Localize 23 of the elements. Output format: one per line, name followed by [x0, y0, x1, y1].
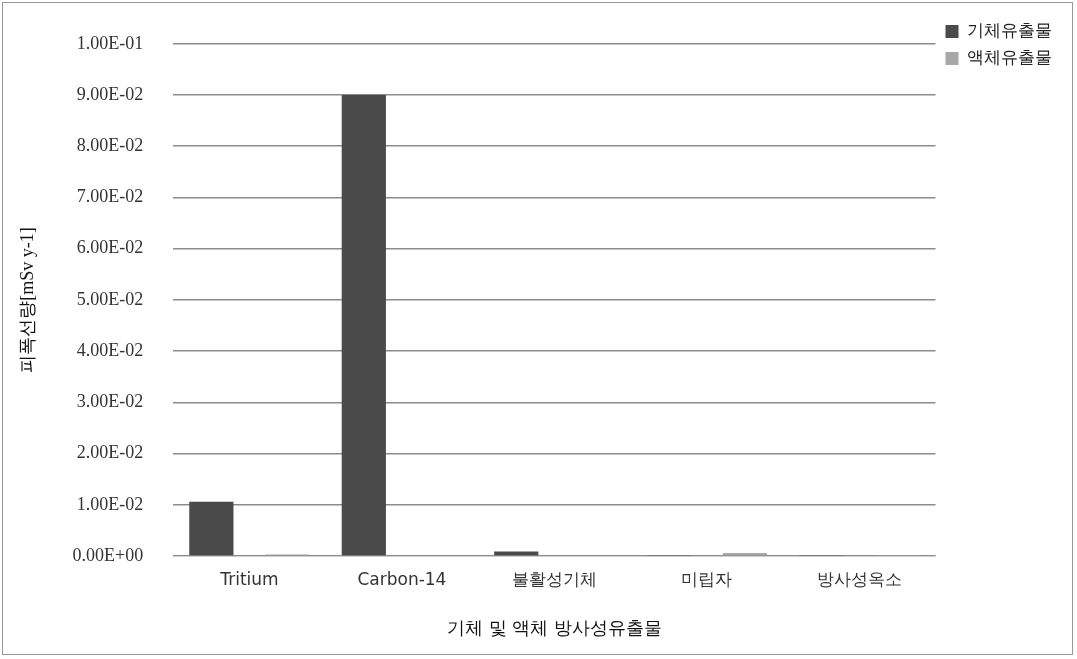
y-axis-title: 피폭선량[mSv y-1] [16, 227, 37, 373]
x-tick-label: 불활성기체 [511, 568, 597, 589]
y-tick-label: 5.00E-02 [76, 288, 144, 309]
y-tick-label: 4.00E-02 [76, 339, 144, 360]
y-tick-label: 7.00E-02 [76, 186, 144, 207]
bar [341, 95, 386, 556]
x-tick-label: 방사성옥소 [816, 568, 902, 589]
x-tick-label: Carbon-14 [357, 568, 447, 589]
y-tick-label: 1.00E-01 [76, 32, 144, 53]
x-tick-label: 미립자 [681, 568, 733, 589]
y-tick-label: 2.00E-02 [76, 442, 144, 463]
x-tick-label: Tritium [219, 568, 279, 589]
bar [189, 501, 234, 556]
y-tick-label: 1.00E-02 [76, 493, 144, 514]
bar [494, 551, 539, 556]
legend-label: 액체유출물 [967, 46, 1052, 67]
y-tick-label: 8.00E-02 [76, 134, 144, 155]
y-tick-label: 0.00E+00 [72, 544, 144, 565]
y-tick-label: 3.00E-02 [76, 391, 144, 412]
x-axis-title: 기체 및 액체 방사성유출물 [446, 616, 662, 638]
y-tick-label: 6.00E-02 [76, 237, 144, 258]
legend-label: 기체유출물 [967, 19, 1052, 40]
y-tick-label: 9.00E-02 [76, 83, 144, 104]
